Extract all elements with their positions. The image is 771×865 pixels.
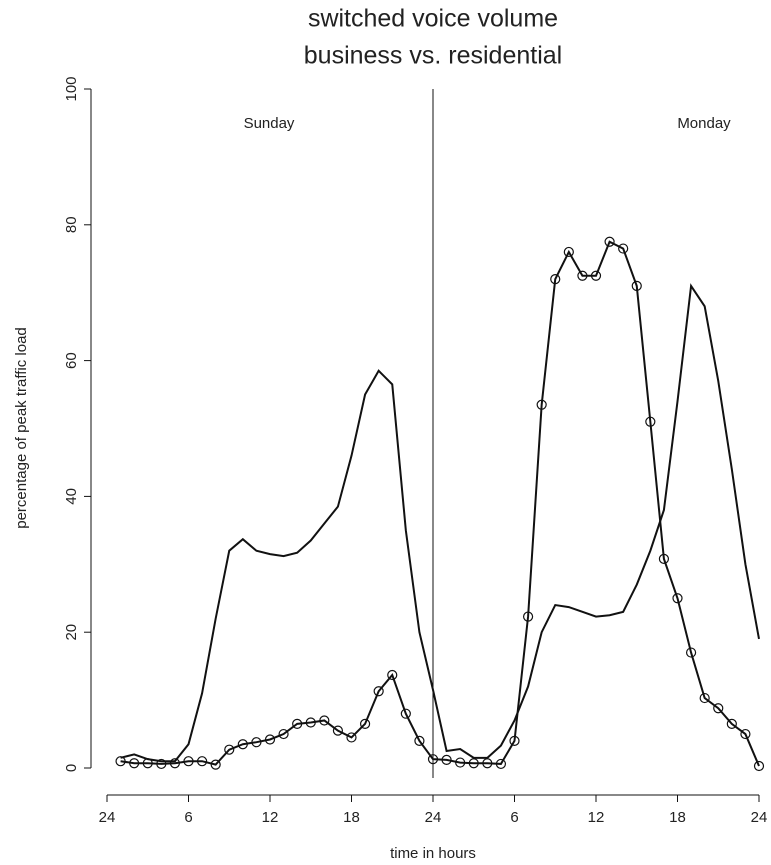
point — [550, 274, 561, 285]
point — [631, 280, 642, 292]
point — [319, 715, 330, 726]
point — [536, 399, 547, 410]
y-tick-label: 40 — [63, 488, 80, 505]
point — [196, 756, 208, 767]
point — [237, 739, 248, 750]
chart-title: switched voice volume — [308, 5, 558, 33]
y-axis-label: percentage of peak traffic load — [13, 327, 30, 529]
point — [210, 759, 221, 770]
point — [482, 758, 493, 769]
y-tick-label: 0 — [63, 764, 80, 772]
point — [183, 756, 194, 767]
point — [658, 553, 670, 564]
point — [455, 757, 466, 768]
point — [604, 236, 615, 247]
series-line — [120, 240, 760, 767]
point — [346, 732, 357, 743]
point — [699, 692, 710, 704]
point — [264, 734, 276, 745]
point — [169, 758, 181, 769]
point — [414, 735, 425, 746]
annotation: Monday — [677, 115, 731, 132]
point — [359, 718, 371, 729]
x-tick-label: 12 — [262, 809, 279, 826]
point — [400, 708, 411, 719]
point — [563, 246, 574, 258]
point — [305, 717, 316, 728]
point — [278, 728, 289, 740]
point — [292, 718, 303, 729]
point — [427, 754, 439, 765]
point — [441, 754, 452, 765]
x-tick-label: 6 — [184, 809, 192, 826]
point — [522, 611, 534, 622]
point — [753, 760, 765, 772]
point — [129, 758, 140, 769]
point — [645, 416, 656, 427]
point — [495, 758, 507, 770]
point — [332, 725, 344, 736]
point — [373, 686, 384, 697]
y-tick-label: 80 — [63, 216, 80, 233]
point — [590, 270, 602, 281]
point — [251, 737, 262, 748]
x-tick-label: 6 — [510, 809, 518, 826]
x-tick-label: 12 — [588, 809, 605, 826]
point — [156, 758, 167, 770]
point — [142, 758, 153, 769]
point — [672, 593, 683, 604]
y-tick-label: 100 — [63, 76, 80, 101]
annotation: Sunday — [244, 115, 295, 132]
point — [115, 756, 126, 767]
point — [509, 735, 520, 746]
x-tick-label: 24 — [751, 809, 768, 826]
point — [618, 243, 629, 254]
x-tick-label: 18 — [343, 809, 360, 826]
point — [685, 647, 697, 658]
x-tick-label: 24 — [99, 809, 116, 826]
point — [468, 758, 479, 769]
point — [577, 270, 588, 281]
point — [387, 669, 398, 681]
point — [726, 718, 737, 729]
y-tick-label: 20 — [63, 624, 80, 641]
x-tick-label: 18 — [669, 809, 686, 826]
chart-title: business vs. residential — [304, 42, 562, 70]
x-axis-label: time in hours — [390, 845, 476, 862]
series-line — [120, 283, 760, 763]
point — [740, 728, 751, 740]
y-tick-label: 60 — [63, 352, 80, 369]
x-tick-label: 24 — [425, 809, 442, 826]
point — [713, 703, 724, 714]
point — [224, 744, 235, 755]
